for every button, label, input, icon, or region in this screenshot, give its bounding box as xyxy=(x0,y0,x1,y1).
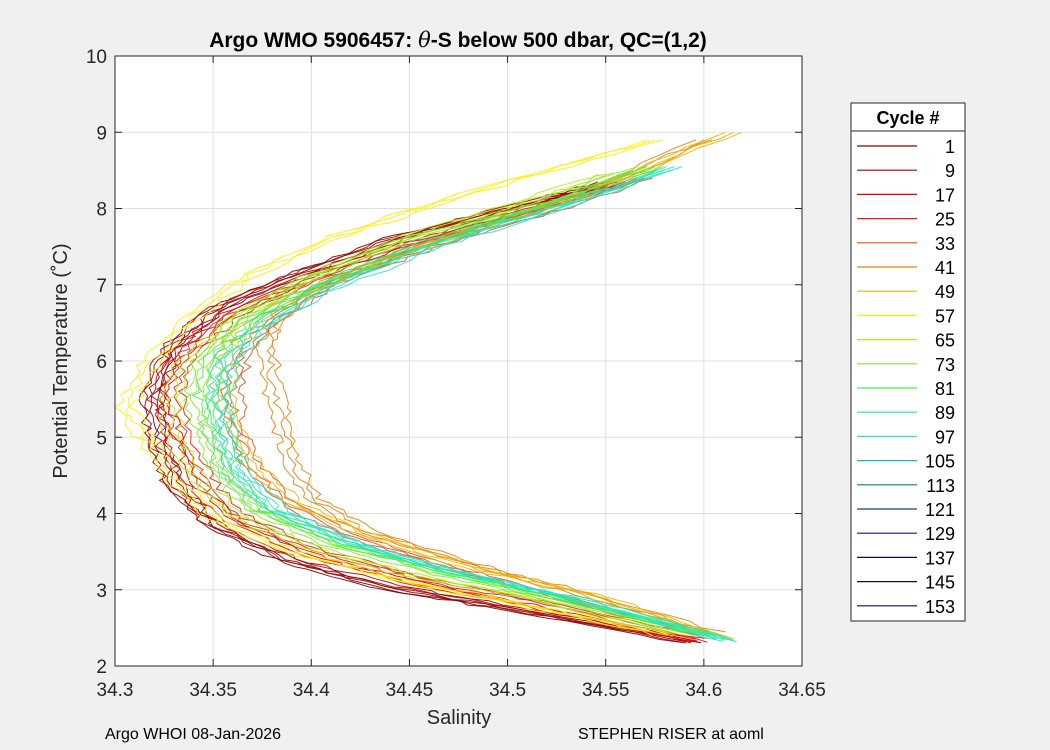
legend-label: 97 xyxy=(935,427,955,447)
series-line-cycle-1 xyxy=(138,185,687,644)
chart-title-prefix: Argo WMO 5906457: xyxy=(209,29,418,52)
series-line-cycle-1 xyxy=(148,185,691,644)
series-line-cycle-97 xyxy=(210,166,724,642)
legend-label: 145 xyxy=(925,573,955,593)
x-tick-label: 34.65 xyxy=(778,680,826,701)
series-line-cycle-25 xyxy=(163,181,696,640)
footer-pi-center: STEPHEN RISER at aoml xyxy=(578,726,764,743)
series-lines xyxy=(113,131,742,644)
legend-label: 57 xyxy=(935,306,955,326)
legend-title: Cycle # xyxy=(876,108,939,128)
legend-label: 81 xyxy=(935,379,955,399)
series-line-cycle-65 xyxy=(175,173,697,637)
y-tick-label: 10 xyxy=(86,47,107,68)
chart-title-theta: θ xyxy=(418,28,431,52)
x-axis-label: Salinity xyxy=(427,707,491,729)
series-line-cycle-73 xyxy=(189,166,702,636)
legend-box xyxy=(850,102,966,622)
series-line-cycle-89 xyxy=(221,169,734,641)
x-tick-label: 34.35 xyxy=(189,680,237,701)
legend-label: 17 xyxy=(935,185,955,205)
y-tick-label: 9 xyxy=(96,123,107,144)
legend-label: 25 xyxy=(935,210,955,230)
legend-label: 137 xyxy=(925,548,955,568)
legend-label: 65 xyxy=(935,331,955,351)
chart-title: Argo WMO 5906457: θ-S below 500 dbar, QC… xyxy=(209,28,707,52)
x-tick-label: 34.6 xyxy=(685,680,722,701)
x-tick-label: 34.5 xyxy=(489,680,526,701)
y-tick-label: 3 xyxy=(96,581,107,602)
y-tick-label: 8 xyxy=(96,200,107,221)
legend-label: 9 xyxy=(945,161,955,181)
legend-label: 73 xyxy=(935,355,955,375)
legend-label: 153 xyxy=(925,597,955,617)
series-line-cycle-49 xyxy=(222,131,734,639)
y-tick-label: 4 xyxy=(96,505,107,526)
x-tick-label: 34.45 xyxy=(386,680,434,701)
legend-label: 113 xyxy=(926,476,955,496)
x-tick-label: 34.55 xyxy=(582,680,630,701)
footer-source-date: Argo WHOI 08-Jan-2026 xyxy=(105,726,282,743)
y-tick-label: 7 xyxy=(96,276,107,297)
x-tick-label: 34.4 xyxy=(293,680,330,701)
legend-label: 1 xyxy=(945,137,955,157)
series-line-cycle-97 xyxy=(227,166,737,643)
y-axis-label: Potential Temperature (˚C) xyxy=(50,243,72,478)
legend: Cycle # 1 9 17 25 33 41 49 57 65 73 81 89 97 105 113 121… xyxy=(850,102,966,622)
y-tick-label: 6 xyxy=(96,352,107,373)
series-line-cycle-57 xyxy=(128,139,673,637)
series-line-cycle-49 xyxy=(229,131,742,640)
series-line-cycle-65 xyxy=(158,173,675,635)
legend-label: 49 xyxy=(935,282,955,302)
series-line-cycle-89 xyxy=(205,169,718,640)
y-tick-label: 5 xyxy=(96,428,107,449)
legend-label: 41 xyxy=(935,258,955,278)
x-tick-label: 34.3 xyxy=(97,680,134,701)
series-line-cycle-65 xyxy=(167,173,685,636)
legend-label: 105 xyxy=(925,452,955,472)
y-tick-label: 2 xyxy=(96,657,107,678)
series-line-cycle-73 xyxy=(182,166,695,636)
series-line-cycle-97 xyxy=(221,166,735,642)
chart-title-suffix: -S below 500 dbar, QC=(1,2) xyxy=(431,29,707,52)
legend-label: 129 xyxy=(925,524,955,544)
legend-label: 89 xyxy=(935,403,955,423)
legend-label: 33 xyxy=(935,234,955,254)
axis-ticks: 34.3 34.35 34.4 34.45 34.5 34.55 34.6 34.65 2 3 4 5… xyxy=(86,47,826,701)
series-line-cycle-41 xyxy=(254,139,707,632)
legend-label: 121 xyxy=(925,500,955,520)
